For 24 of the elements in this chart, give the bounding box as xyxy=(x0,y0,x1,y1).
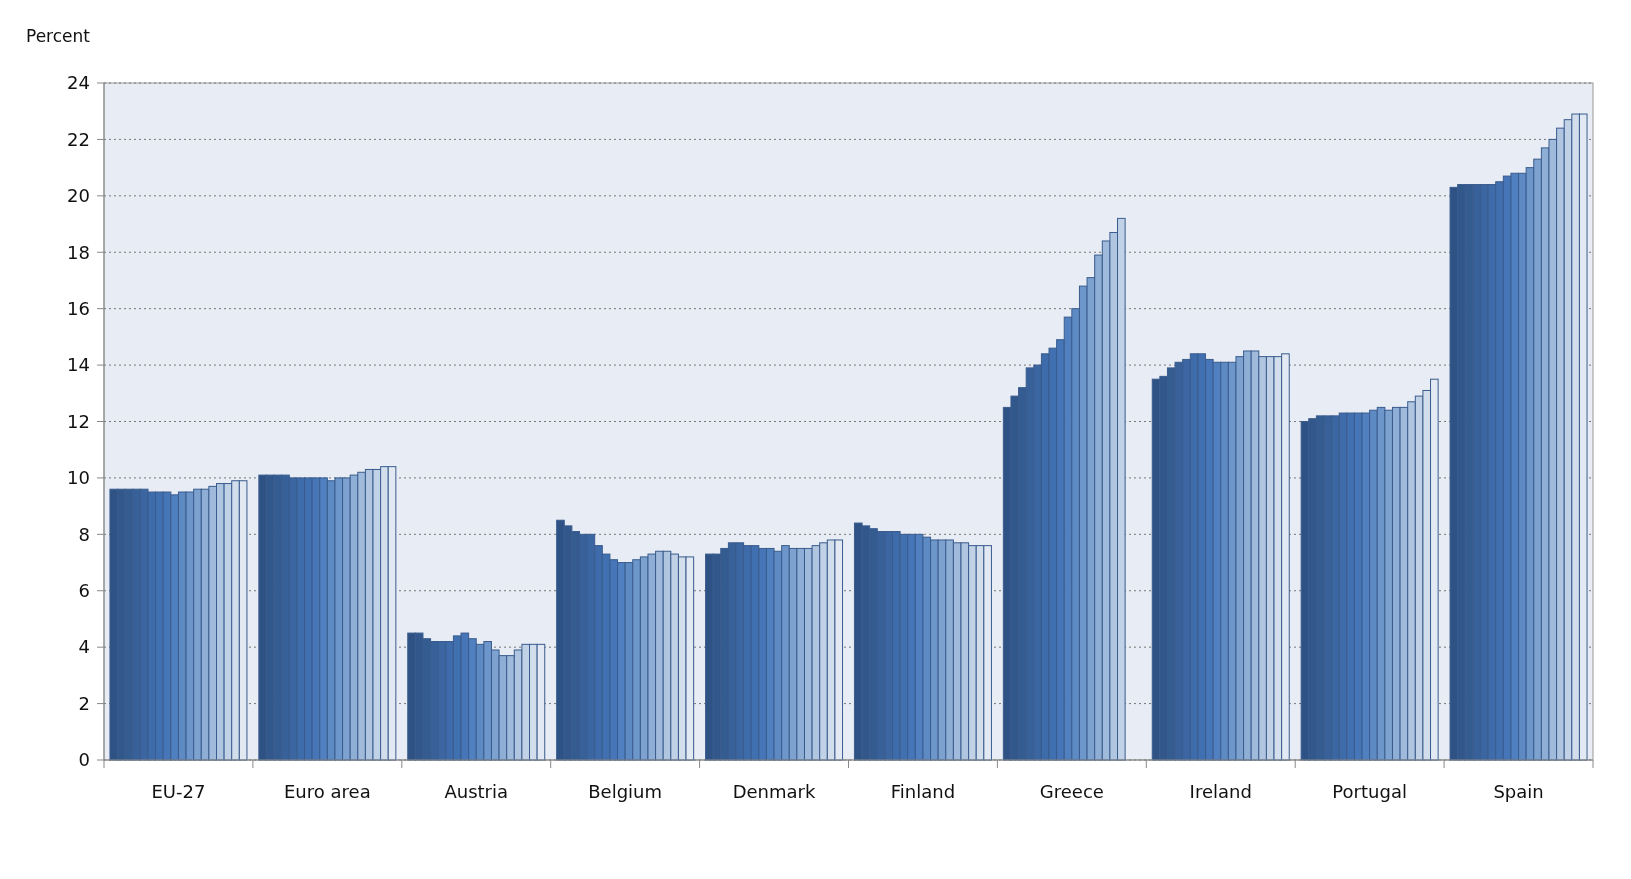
x-tick-label: Austria xyxy=(444,781,509,802)
y-tick-label: 22 xyxy=(67,128,90,150)
y-tick-label: 18 xyxy=(67,241,90,263)
x-tick-label: Finland xyxy=(890,781,956,802)
y-tick-label: 14 xyxy=(67,354,90,376)
x-tick-label: Denmark xyxy=(732,781,816,802)
y-tick-label: 12 xyxy=(67,410,90,432)
y-tick-label: 6 xyxy=(78,580,90,602)
x-tick-label: Greece xyxy=(1039,781,1104,802)
x-tick-label: Ireland xyxy=(1189,781,1252,802)
y-tick-label: 8 xyxy=(78,523,90,545)
y-axis-title: Percent xyxy=(26,26,91,46)
y-tick-label: 24 xyxy=(67,72,90,94)
y-tick-label: 2 xyxy=(78,692,90,714)
x-tick-label: EU-27 xyxy=(151,781,206,802)
y-tick-label: 0 xyxy=(78,749,90,771)
y-tick-label: 4 xyxy=(78,636,90,658)
y-tick-label: 16 xyxy=(67,297,90,319)
x-tick-label: Belgium xyxy=(588,781,663,802)
x-tick-label: Portugal xyxy=(1332,781,1407,802)
y-tick-label: 10 xyxy=(67,467,90,489)
x-tick-label: Spain xyxy=(1493,781,1544,802)
x-tick-label: Euro area xyxy=(284,781,371,802)
y-tick-label: 20 xyxy=(67,185,90,207)
